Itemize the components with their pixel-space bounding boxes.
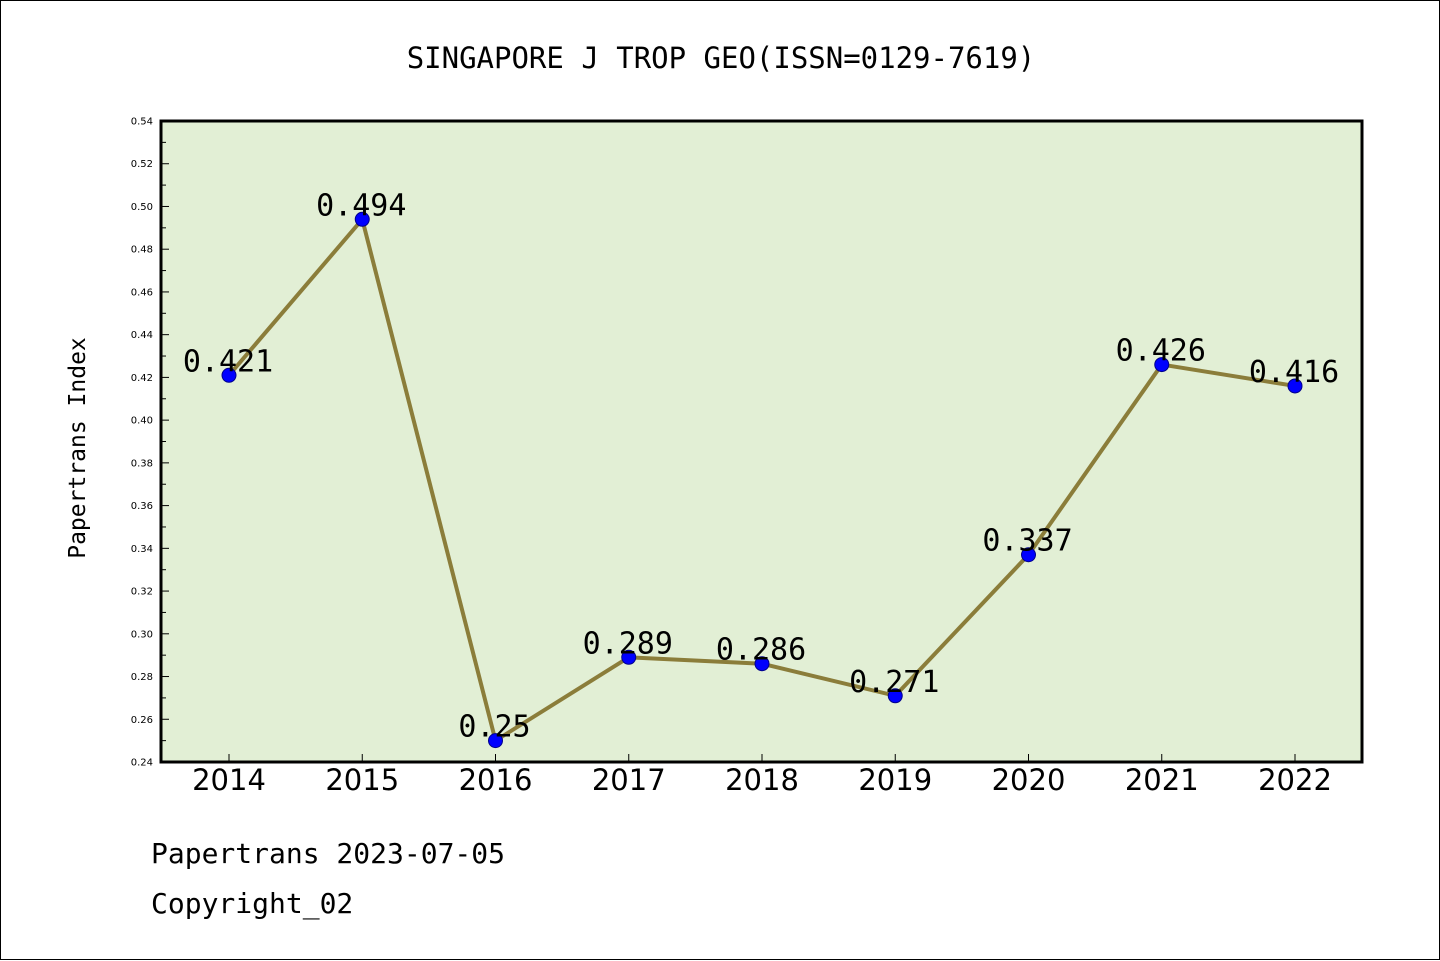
x-tick-label: 2022 — [1258, 763, 1332, 797]
x-tick-label: 2017 — [592, 763, 666, 797]
x-tick-label: 2016 — [459, 763, 533, 797]
y-tick-label: 0.42 — [131, 373, 153, 384]
y-tick-label: 0.36 — [131, 501, 153, 512]
data-point — [621, 649, 637, 665]
y-tick-label: 0.54 — [131, 117, 153, 128]
chart-title: SINGAPORE J TROP GEO(ISSN=0129-7619) — [407, 41, 1036, 75]
footer-date: Papertrans 2023-07-05 — [151, 837, 506, 870]
y-tick-label: 0.46 — [131, 287, 153, 298]
y-tick-label: 0.52 — [131, 159, 153, 170]
data-point — [887, 688, 903, 704]
data-point — [754, 656, 770, 672]
y-tick-label: 0.44 — [131, 330, 153, 341]
y-tick-label: 0.26 — [131, 715, 153, 726]
y-axis-label: Papertrans Index — [65, 337, 91, 559]
x-tick-label: 2014 — [192, 763, 266, 797]
data-label: 0.289 — [583, 626, 673, 661]
footer-copyright: Copyright_02 — [151, 887, 354, 920]
data-label: 0.25 — [458, 710, 530, 745]
y-tick-label: 0.40 — [131, 416, 153, 427]
data-point — [221, 367, 237, 383]
data-label: 0.421 — [183, 344, 273, 379]
y-tick-label: 0.38 — [131, 458, 153, 469]
plot-border — [159, 119, 1364, 764]
x-tick-label: 2021 — [1125, 763, 1199, 797]
data-label: 0.426 — [1116, 334, 1206, 369]
y-tick-label: 0.30 — [131, 629, 153, 640]
y-tick-label: 0.48 — [131, 245, 153, 256]
data-label: 0.271 — [849, 665, 939, 700]
x-tick-label: 2019 — [858, 763, 932, 797]
data-point — [1154, 357, 1170, 373]
x-tick-label: 2015 — [325, 763, 399, 797]
data-label: 0.416 — [1249, 355, 1339, 390]
y-tick-label: 0.50 — [131, 202, 153, 213]
data-point — [354, 211, 370, 227]
y-tick-label: 0.24 — [131, 758, 153, 769]
y-tick-label: 0.34 — [131, 544, 153, 555]
data-labels: 0.421 0.494 0.25 0.289 0.286 0.271 0.337 0.426 0… — [183, 188, 1339, 744]
x-tick-label: 2020 — [992, 763, 1066, 797]
data-point — [1287, 378, 1303, 394]
data-point — [488, 733, 503, 749]
data-label: 0.337 — [982, 524, 1072, 559]
data-label: 0.286 — [716, 633, 806, 668]
x-axis: 2014 2015 2016 2017 2018 2019 2020 2021 2022 — [192, 754, 1332, 797]
data-point — [1021, 547, 1036, 563]
data-label: 0.494 — [316, 188, 406, 223]
x-tick-label: 2018 — [725, 763, 799, 797]
y-tick-label: 0.32 — [131, 587, 153, 598]
plot-area — [161, 121, 1362, 762]
y-tick-label: 0.28 — [131, 672, 153, 683]
data-markers — [221, 211, 1303, 749]
